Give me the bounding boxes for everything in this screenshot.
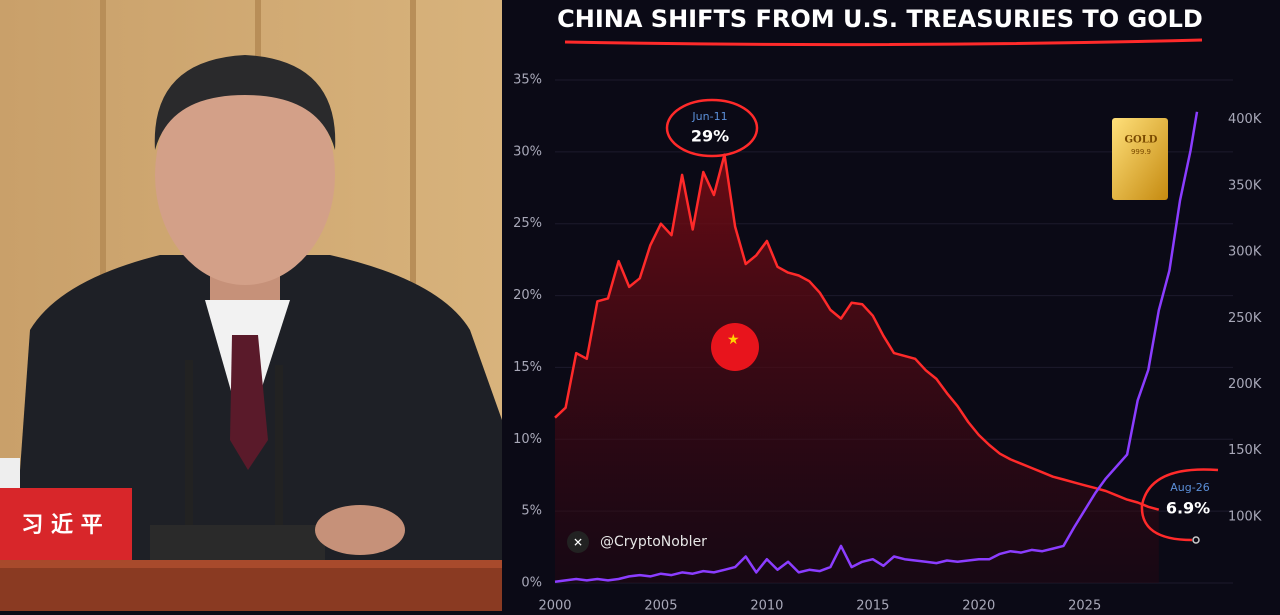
y-tick-label: 20% — [513, 288, 542, 303]
x-tick-label: 2020 — [962, 599, 995, 612]
annotation-value: 6.9% — [1166, 499, 1210, 518]
y-tick-label: 25% — [513, 216, 542, 231]
annotation-circle — [1140, 468, 1219, 542]
y-tick-label: 15% — [513, 360, 542, 375]
series-line — [554, 153, 1160, 511]
x-tick-label: 2000 — [538, 599, 571, 612]
y2-tick-label: 250K — [1228, 311, 1262, 326]
photo: 习 近 平 — [0, 0, 502, 611]
series-line — [554, 111, 1199, 583]
y2-tick-label: 150K — [1228, 443, 1262, 458]
annotation-date: Jun-11 — [691, 110, 727, 123]
x-tick-label: 2010 — [750, 599, 783, 612]
y-tick-label: 30% — [513, 144, 542, 159]
area-fill — [555, 154, 1159, 583]
china-flag — [711, 323, 759, 371]
end-dot — [1192, 536, 1200, 544]
y2-tick-label: 400K — [1228, 112, 1262, 127]
y-tick-label: 10% — [513, 432, 542, 447]
x-tick-label: 2005 — [644, 599, 677, 612]
y-tick-label: 0% — [521, 576, 542, 591]
flag-stars: ★ — [727, 332, 740, 348]
gold-label: GOLD — [1125, 135, 1158, 146]
y-tick-label: 5% — [521, 504, 542, 519]
annotation-value: 29% — [691, 127, 729, 146]
annotation-circle — [665, 98, 759, 158]
x-logo — [567, 531, 589, 553]
chart-title: CHINA SHIFTS FROM U.S. TREASURIES TO GOL… — [557, 5, 1203, 33]
x-tick-label: 2015 — [856, 599, 889, 612]
credit: @CryptoNobler — [600, 534, 707, 550]
annotation-date: Aug-26 — [1170, 481, 1209, 494]
nameplate: 习 近 平 — [21, 512, 102, 538]
y2-tick-label: 300K — [1228, 245, 1262, 260]
y2-tick-label: 100K — [1228, 509, 1262, 524]
y-tick-label: 35% — [513, 73, 542, 88]
gold-bar — [1112, 118, 1168, 200]
y2-tick-label: 200K — [1228, 377, 1262, 392]
y2-tick-label: 350K — [1228, 178, 1262, 193]
title-underline — [564, 38, 1203, 47]
x-tick-label: 2025 — [1068, 599, 1101, 612]
gold-purity: 999.9 — [1131, 148, 1151, 156]
x-logo-mark: ✕ — [573, 536, 583, 550]
plot: 0% 5% 10% 15% 20% 25% 30% 35% 100K 150K 200K 250K 30… — [513, 73, 1262, 614]
